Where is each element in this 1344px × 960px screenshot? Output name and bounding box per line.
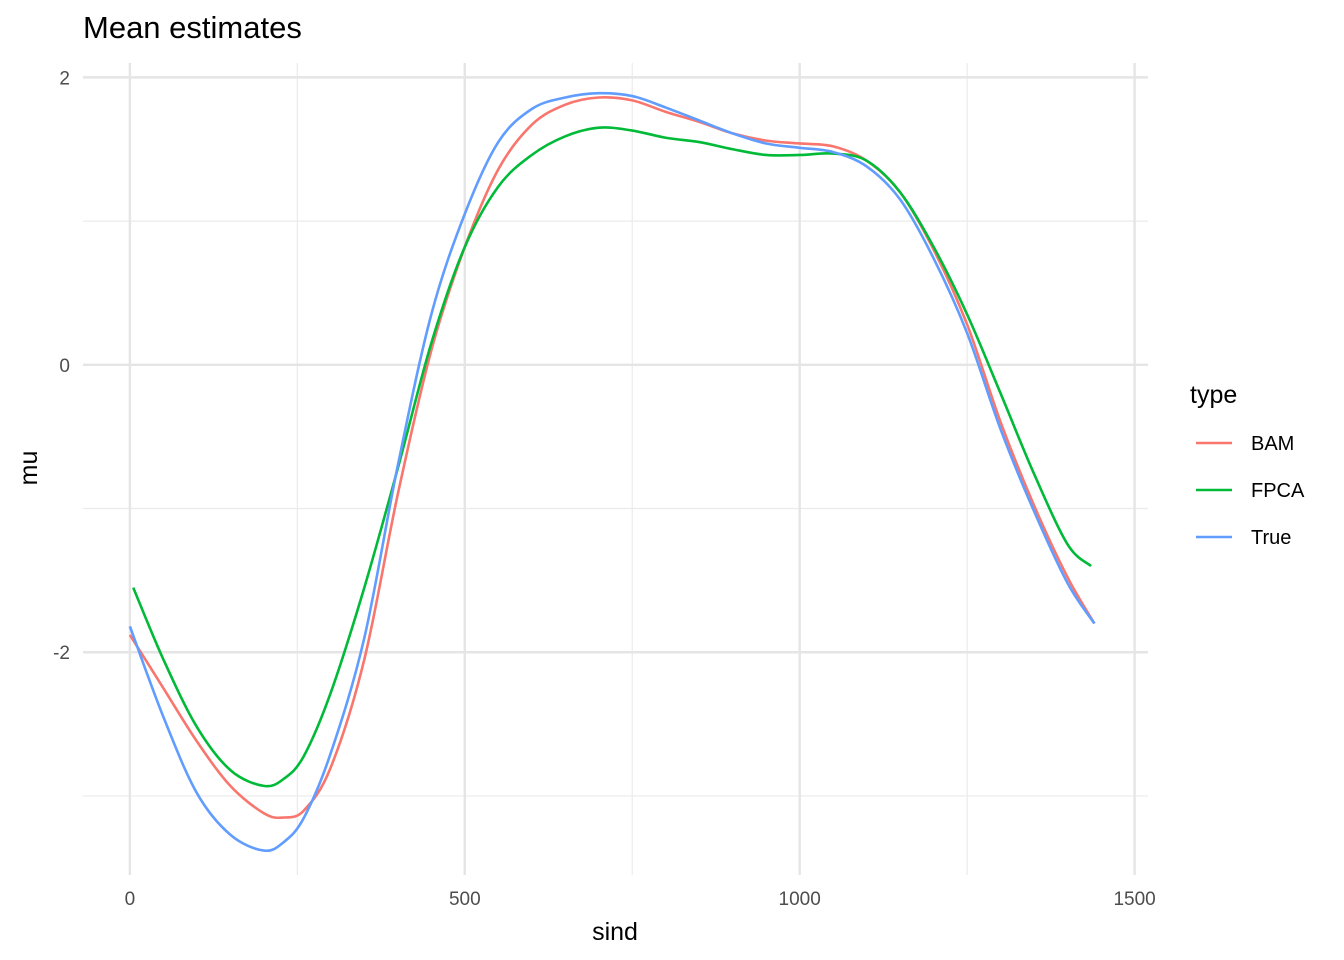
- legend-item-fpca: FPCA: [1196, 480, 1305, 502]
- legend-label-bam: BAM: [1251, 433, 1294, 455]
- y-axis-ticks: -2 0 2: [53, 68, 70, 664]
- minor-gridlines: [83, 63, 1148, 875]
- y-tick-label: 0: [59, 356, 70, 377]
- legend-item-bam: BAM: [1196, 433, 1294, 455]
- series-line-fpca: [132, 126, 1092, 788]
- legend-label-fpca: FPCA: [1251, 480, 1305, 502]
- x-axis-ticks: 0 500 1000 1500: [125, 889, 1156, 910]
- legend-label-true: True: [1251, 527, 1291, 549]
- y-tick-label: -2: [53, 643, 70, 664]
- series-lines: [128, 91, 1096, 853]
- y-axis-label: mu: [15, 451, 43, 486]
- series-line-true: [128, 91, 1096, 853]
- legend: type BAM FPCA True: [1190, 381, 1305, 549]
- x-tick-label: 1000: [779, 889, 821, 910]
- y-tick-label: 2: [59, 68, 70, 89]
- legend-title: type: [1190, 381, 1237, 409]
- series-line-bam: [128, 95, 1096, 820]
- legend-item-true: True: [1196, 527, 1291, 549]
- x-tick-label: 1500: [1113, 889, 1155, 910]
- chart-title: Mean estimates: [83, 10, 302, 45]
- x-tick-label: 500: [449, 889, 481, 910]
- x-axis-label: sind: [592, 918, 638, 946]
- x-tick-label: 0: [125, 889, 136, 910]
- major-gridlines: [83, 63, 1148, 875]
